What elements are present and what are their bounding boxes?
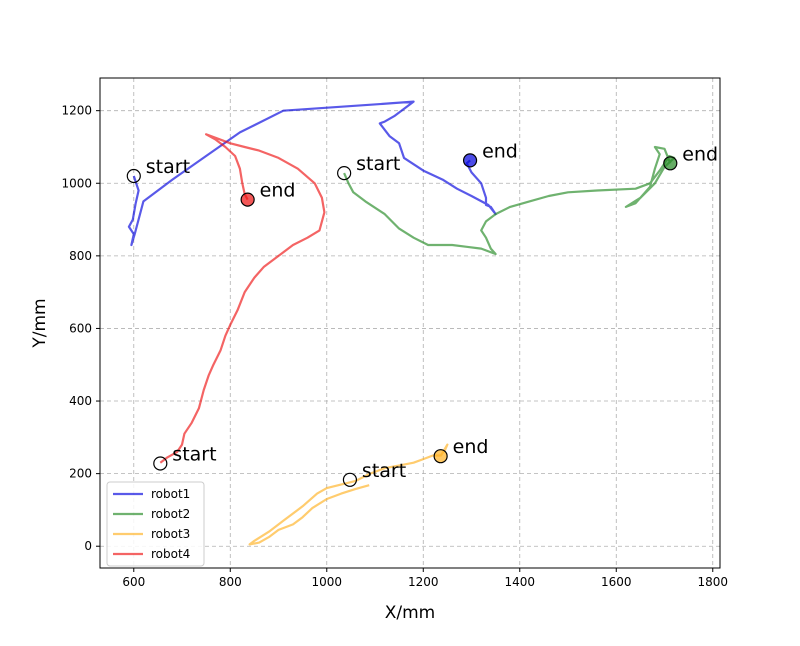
markers-layer: start end start end start end start end (126, 140, 718, 487)
start-marker-label: start (362, 460, 406, 482)
legend-box (106, 481, 205, 567)
y-tick-label: 1200 (61, 104, 92, 118)
start-marker (153, 456, 168, 471)
legend: robot1 robot2 robot3 robot4 (106, 481, 205, 567)
end-marker-label: end (453, 436, 489, 458)
y-tick-label: 400 (69, 394, 92, 408)
x-tick-label: 1600 (601, 575, 632, 589)
end-marker (462, 153, 478, 168)
robot2-trajectory-line (343, 145, 676, 256)
start-marker (337, 165, 352, 181)
y-tick-label: 0 (84, 539, 92, 553)
robot2-legend-label: robot2 (151, 507, 190, 521)
grid-lines (100, 78, 720, 568)
start-marker-label: start (172, 443, 216, 465)
y-tick-label: 600 (69, 321, 92, 335)
y-tick-label: 800 (69, 249, 92, 263)
robot3-legend-label: robot3 (151, 527, 190, 541)
end-marker (433, 449, 448, 464)
robot1-legend-label: robot1 (151, 487, 190, 501)
y-tick-label: 1000 (61, 176, 92, 190)
x-tick-label: 800 (219, 575, 242, 589)
y-axis-title: Y/mm (30, 298, 50, 348)
x-tick-label: 1800 (697, 575, 728, 589)
robot4-trajectory-line (159, 133, 326, 464)
start-marker-label: start (356, 153, 400, 175)
series-layer (127, 100, 676, 546)
end-marker (663, 156, 678, 171)
plot-frame (99, 77, 721, 569)
axis-ticks: 600 800 1000 1200 1400 1600 1800 0 200 400 600 800 1… (61, 104, 728, 589)
end-marker-label: end (682, 143, 718, 165)
x-tick-label: 1000 (311, 575, 342, 589)
end-marker-label: end (260, 180, 296, 202)
robot3-trajectory-line (248, 443, 449, 546)
start-marker (126, 168, 141, 184)
end-marker (240, 192, 255, 207)
x-axis-title: X/mm (385, 603, 436, 623)
x-tick-label: 1400 (504, 575, 535, 589)
robot1-trajectory-line (127, 100, 497, 247)
y-tick-label: 200 (69, 467, 92, 481)
start-marker-label: start (146, 156, 190, 178)
start-marker (342, 472, 358, 487)
robot4-legend-label: robot4 (151, 547, 190, 561)
end-marker-label: end (482, 140, 518, 162)
x-tick-label: 600 (122, 575, 145, 589)
x-tick-label: 1200 (408, 575, 439, 589)
